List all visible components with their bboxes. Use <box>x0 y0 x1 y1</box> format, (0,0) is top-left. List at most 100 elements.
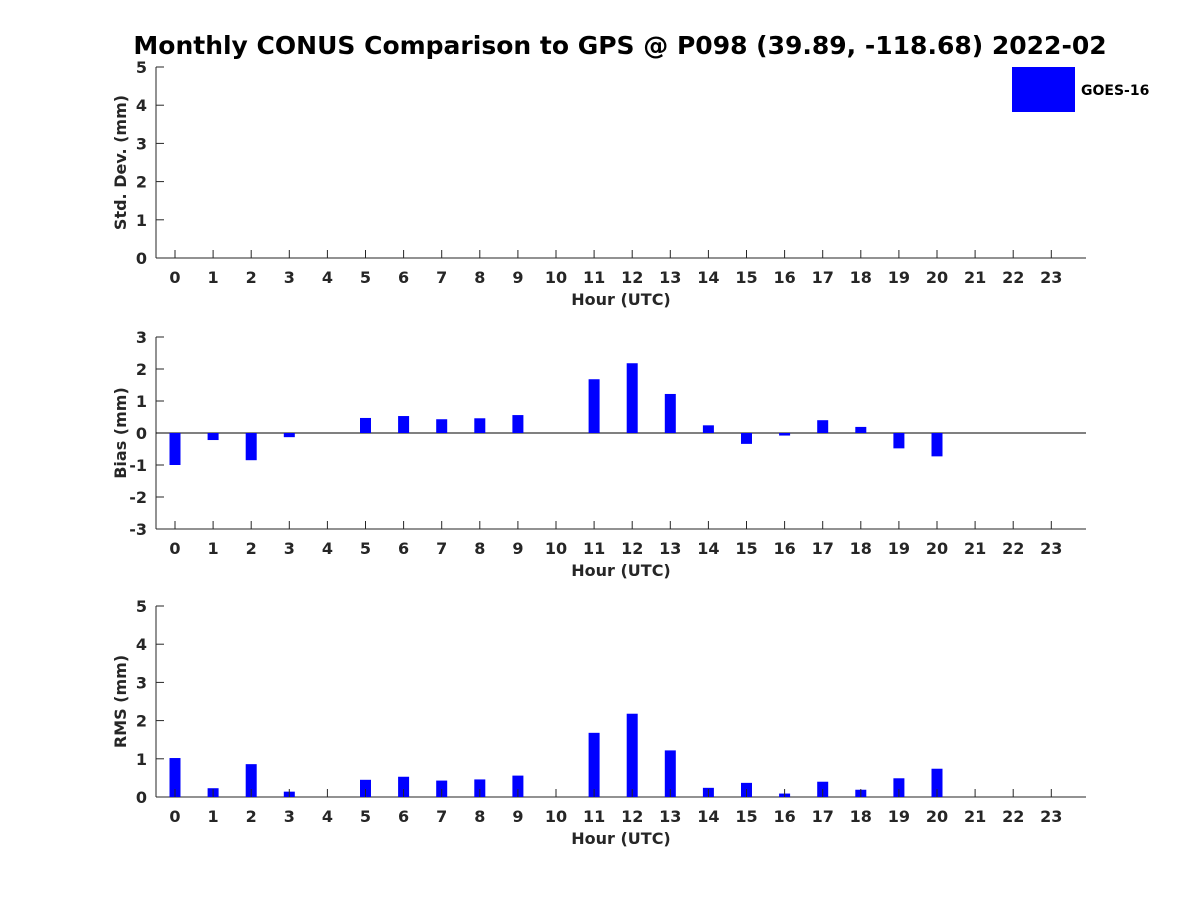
bar-hour-7 <box>436 780 448 797</box>
x-axis-label: Hour (UTC) <box>571 290 671 309</box>
x-tick-label: 6 <box>398 268 409 287</box>
x-tick-label: 3 <box>284 807 295 826</box>
x-tick-label: 4 <box>322 539 333 558</box>
x-tick-label: 9 <box>512 807 523 826</box>
x-tick-label: 10 <box>545 807 567 826</box>
y-axis-label: Std. Dev. (mm) <box>111 95 130 230</box>
bar-hour-20 <box>931 768 943 797</box>
x-tick-label: 0 <box>169 539 180 558</box>
bar-hour-1 <box>207 433 219 441</box>
y-tick-label: 1 <box>136 750 147 769</box>
bar-hour-2 <box>245 433 257 461</box>
x-tick-label: 14 <box>697 268 719 287</box>
x-tick-label: 2 <box>246 539 257 558</box>
x-tick-label: 14 <box>697 807 719 826</box>
x-tick-label: 17 <box>812 539 834 558</box>
y-tick-label: 2 <box>136 712 147 731</box>
x-tick-label: 15 <box>735 807 757 826</box>
x-tick-label: 7 <box>436 268 447 287</box>
x-tick-label: 21 <box>964 539 986 558</box>
x-tick-label: 23 <box>1040 539 1062 558</box>
x-tick-label: 16 <box>773 807 795 826</box>
x-tick-label: 10 <box>545 268 567 287</box>
x-tick-label: 14 <box>697 539 719 558</box>
x-tick-label: 20 <box>926 807 948 826</box>
x-tick-label: 22 <box>1002 268 1024 287</box>
legend-label: GOES-16 <box>1081 83 1149 99</box>
y-axis-label: RMS (mm) <box>111 655 130 748</box>
y-tick-label: 0 <box>136 788 147 807</box>
x-tick-label: 10 <box>545 539 567 558</box>
x-axis-label: Hour (UTC) <box>571 561 671 580</box>
x-tick-label: 15 <box>735 268 757 287</box>
x-tick-label: 9 <box>512 539 523 558</box>
x-tick-label: 2 <box>246 268 257 287</box>
x-tick-label: 1 <box>208 807 219 826</box>
x-tick-label: 7 <box>436 539 447 558</box>
x-tick-label: 20 <box>926 539 948 558</box>
chart-title: Monthly CONUS Comparison to GPS @ P098 (… <box>133 31 1106 60</box>
x-tick-label: 13 <box>659 539 681 558</box>
bar-hour-17 <box>817 420 829 433</box>
y-tick-label: 5 <box>136 597 147 616</box>
x-tick-label: 21 <box>964 807 986 826</box>
x-tick-label: 11 <box>583 539 605 558</box>
bar-hour-9 <box>512 775 524 797</box>
bar-hour-7 <box>436 419 448 433</box>
bar-hour-6 <box>398 416 410 433</box>
x-tick-label: 6 <box>398 807 409 826</box>
x-tick-label: 19 <box>888 539 910 558</box>
x-tick-label: 15 <box>735 539 757 558</box>
bar-hour-16 <box>779 433 791 436</box>
x-tick-label: 7 <box>436 807 447 826</box>
x-tick-label: 1 <box>208 539 219 558</box>
x-tick-label: 18 <box>850 539 872 558</box>
x-tick-label: 4 <box>322 807 333 826</box>
legend-swatch <box>1012 67 1075 112</box>
bar-hour-20 <box>931 433 943 457</box>
x-tick-label: 11 <box>583 807 605 826</box>
y-tick-label: -2 <box>129 488 147 507</box>
bar-hour-0 <box>169 433 181 465</box>
bar-hour-2 <box>245 764 257 797</box>
x-tick-label: 5 <box>360 539 371 558</box>
y-tick-label: 0 <box>136 424 147 443</box>
y-tick-label: 0 <box>136 249 147 268</box>
x-tick-label: 0 <box>169 268 180 287</box>
bar-hour-6 <box>398 776 410 797</box>
x-tick-label: 8 <box>474 807 485 826</box>
y-tick-label: 1 <box>136 392 147 411</box>
y-tick-label: 2 <box>136 360 147 379</box>
y-tick-label: 4 <box>136 635 147 654</box>
bar-hour-12 <box>626 713 638 797</box>
x-tick-label: 23 <box>1040 807 1062 826</box>
x-tick-label: 16 <box>773 268 795 287</box>
bar-hour-18 <box>855 426 867 433</box>
x-tick-label: 9 <box>512 268 523 287</box>
y-tick-label: 3 <box>136 134 147 153</box>
bar-hour-19 <box>893 433 905 449</box>
x-tick-label: 18 <box>850 268 872 287</box>
bar-hour-15 <box>741 433 752 444</box>
x-tick-label: 18 <box>850 807 872 826</box>
x-tick-label: 17 <box>812 807 834 826</box>
x-tick-label: 2 <box>246 807 257 826</box>
x-tick-label: 4 <box>322 268 333 287</box>
x-tick-label: 23 <box>1040 268 1062 287</box>
x-tick-label: 5 <box>360 268 371 287</box>
x-tick-label: 3 <box>284 268 295 287</box>
y-tick-label: -1 <box>129 456 147 475</box>
x-tick-label: 11 <box>583 268 605 287</box>
y-tick-label: 3 <box>136 328 147 347</box>
x-tick-label: 8 <box>474 539 485 558</box>
x-tick-label: 19 <box>888 807 910 826</box>
y-tick-label: 1 <box>136 211 147 230</box>
bar-hour-0 <box>169 758 181 797</box>
x-tick-label: 13 <box>659 268 681 287</box>
x-tick-label: 12 <box>621 268 643 287</box>
x-tick-label: 20 <box>926 268 948 287</box>
